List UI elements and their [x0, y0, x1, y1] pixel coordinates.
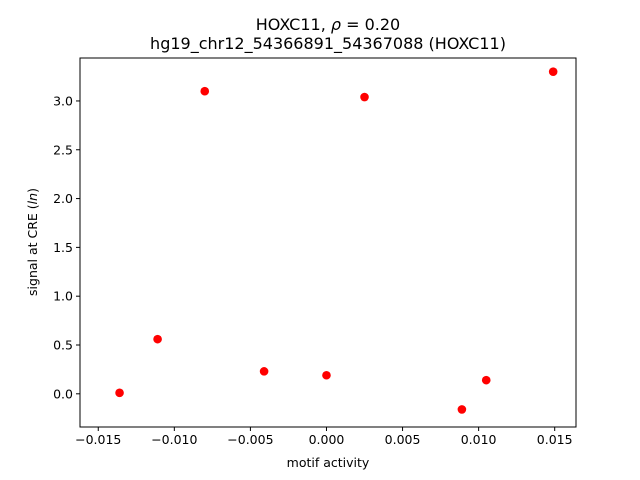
x-axis-label: motif activity — [287, 455, 370, 470]
data-point — [115, 388, 124, 398]
axis-ticks: −0.015 −0.010 −0.005 0.000 0.005 0.010 0.015 0.… — [53, 93, 572, 447]
y-tick-label: 0.0 — [53, 386, 73, 401]
y-tick-label: 1.5 — [53, 240, 73, 255]
x-tick-label: 0.000 — [309, 432, 345, 447]
y-tick-label: 0.5 — [53, 338, 73, 353]
data-point — [153, 334, 162, 344]
data-points — [115, 67, 558, 414]
data-point — [200, 86, 210, 96]
data-point — [259, 367, 269, 376]
chart-title-line1: HOXC11, ρ = 0.20 — [256, 15, 400, 34]
data-point — [457, 405, 467, 414]
x-tick-label: −0.005 — [227, 432, 273, 447]
x-tick-label: 0.015 — [537, 432, 573, 447]
x-tick-label: 0.010 — [461, 432, 497, 447]
data-point — [548, 67, 558, 76]
y-tick-label: 2.5 — [53, 142, 73, 157]
x-tick-label: 0.005 — [385, 432, 421, 447]
data-point — [322, 370, 331, 380]
x-tick-label: −0.010 — [151, 432, 197, 447]
x-tick-label: −0.015 — [75, 432, 121, 447]
data-point — [481, 375, 491, 385]
y-tick-label: 3.0 — [53, 93, 73, 108]
chart-title-line2: hg19_chr12_54366891_54367088 (HOXC11) — [150, 34, 506, 54]
plot-frame — [79, 57, 577, 428]
y-axis-label: signal at CRE (ln) — [25, 188, 40, 296]
data-point — [360, 92, 369, 102]
y-tick-label: 2.0 — [53, 191, 73, 206]
y-tick-label: 1.0 — [53, 289, 73, 304]
